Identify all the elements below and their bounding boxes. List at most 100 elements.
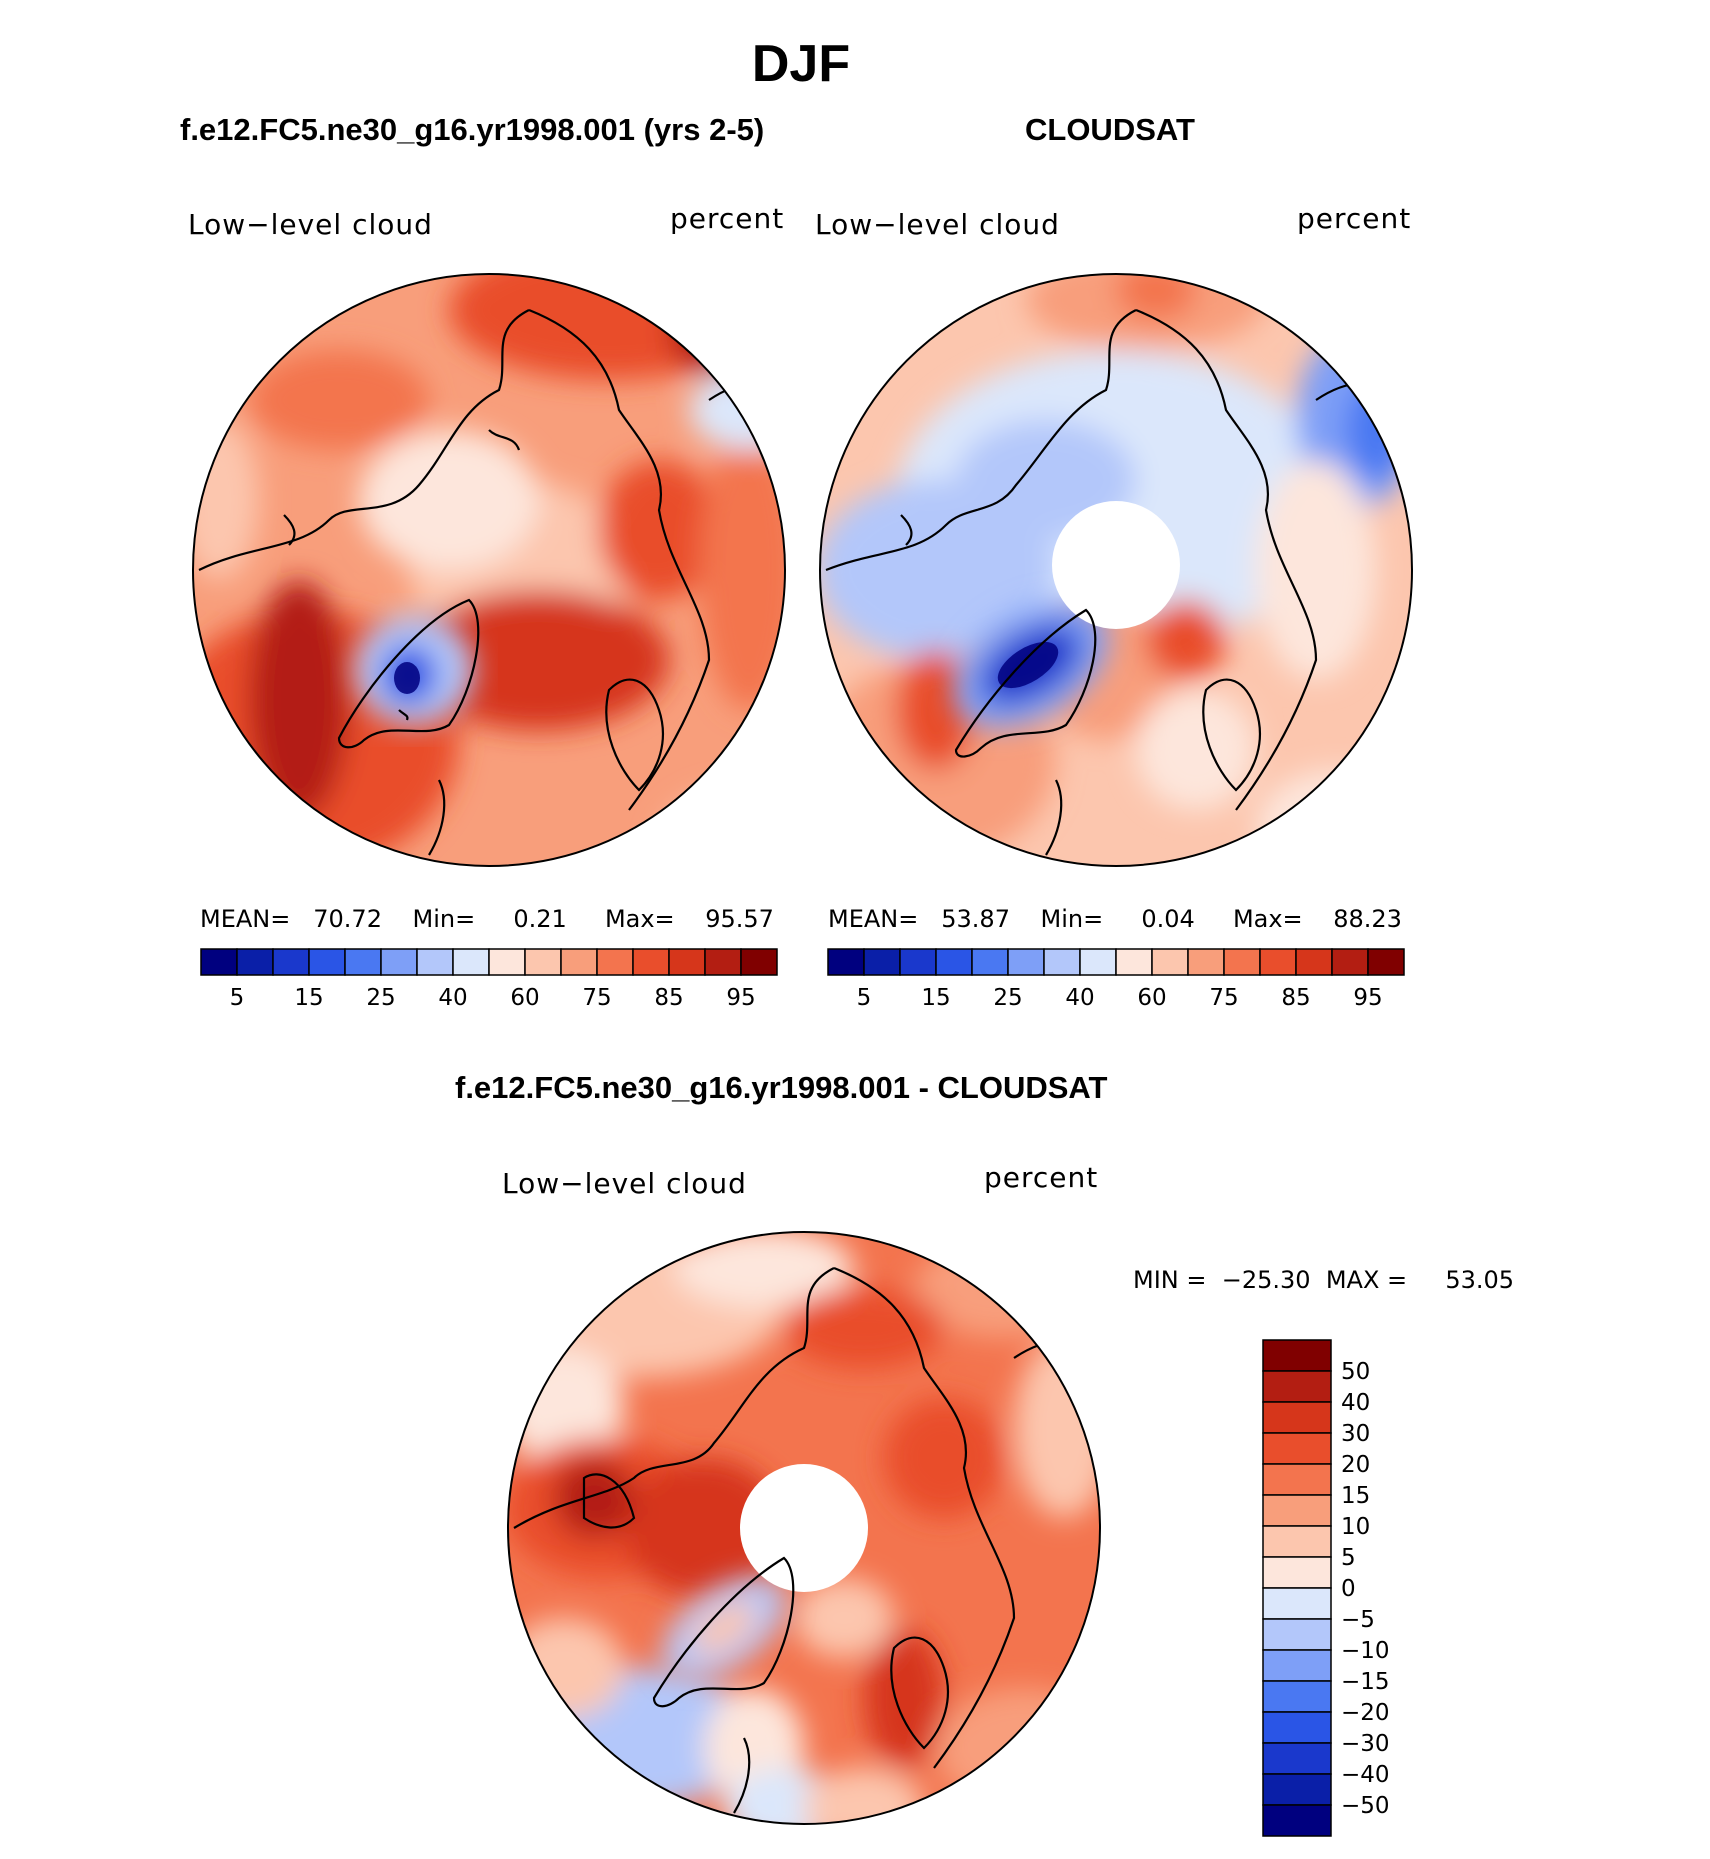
colorbar-bin — [1223, 948, 1261, 976]
colorbar-bin — [452, 948, 490, 976]
obs-mean-value: 53.87 — [941, 905, 1010, 933]
colorbar-tick-label: −30 — [1341, 1731, 1390, 1757]
diff-max-label: MAX = — [1325, 1266, 1408, 1294]
colorbar-tick-label: 50 — [1341, 1359, 1370, 1385]
colorbar-tick-label: 85 — [654, 985, 683, 1011]
colorbar-bin — [1079, 948, 1117, 976]
diff-min-label: MIN = — [1133, 1266, 1207, 1294]
model-colorbar: 5 15 25 40 60 75 85 95 — [200, 948, 778, 1011]
colorbar-tick-label: 75 — [1209, 985, 1238, 1011]
colorbar-bin — [1262, 1804, 1332, 1837]
model-min-value: 0.21 — [513, 905, 567, 933]
colorbar-bin — [1262, 1587, 1332, 1620]
diff-max-value: 53.05 — [1445, 1266, 1515, 1294]
colorbar-bin — [632, 948, 670, 976]
colorbar-tick-label: 95 — [726, 985, 755, 1011]
colorbar-tick-label: −5 — [1341, 1607, 1375, 1633]
colorbar-bin — [416, 948, 454, 976]
obs-min-value: 0.04 — [1141, 905, 1195, 933]
model-mean-value: 70.72 — [313, 905, 382, 933]
model-var-label: Low−level cloud — [188, 208, 433, 241]
obs-polar-map — [819, 273, 1413, 867]
colorbar-tick-label: 95 — [1353, 985, 1382, 1011]
colorbar-bin — [488, 948, 526, 976]
colorbar-bin — [971, 948, 1009, 976]
diff-var-label: Low−level cloud — [502, 1167, 747, 1200]
colorbar-bin — [1262, 1618, 1332, 1651]
colorbar-bin — [1262, 1494, 1332, 1527]
obs-min-label: Min= — [1040, 905, 1104, 933]
colorbar-bin — [1043, 948, 1081, 976]
colorbar-tick-label: 15 — [294, 985, 323, 1011]
colorbar-tick-label: 60 — [1137, 985, 1166, 1011]
colorbar-bin — [863, 948, 901, 976]
model-panel-title: f.e12.FC5.ne30_g16.yr1998.001 (yrs 2-5) — [180, 112, 765, 147]
colorbar-bin — [1262, 1339, 1332, 1372]
colorbar-tick-label: 5 — [857, 985, 872, 1011]
colorbar-tick-label: −20 — [1341, 1700, 1390, 1726]
model-max-value: 95.57 — [705, 905, 774, 933]
colorbar-bin — [1262, 1370, 1332, 1403]
colorbar-bin — [1262, 1463, 1332, 1496]
diff-unit-label: percent — [984, 1161, 1099, 1194]
colorbar-bin — [1187, 948, 1225, 976]
colorbar-bin — [1007, 948, 1045, 976]
colorbar-tick-label: 5 — [1341, 1545, 1356, 1571]
colorbar-bin — [1262, 1525, 1332, 1558]
colorbar-tick-label: 60 — [510, 985, 539, 1011]
colorbar-bin — [1262, 1649, 1332, 1682]
colorbar-tick-label: 40 — [1341, 1390, 1370, 1416]
colorbar-tick-label: 10 — [1341, 1514, 1370, 1540]
diff-panel-title: f.e12.FC5.ne30_g16.yr1998.001 - CLOUDSAT — [455, 1070, 1108, 1105]
colorbar-bin — [1259, 948, 1297, 976]
model-polar-map — [192, 273, 786, 867]
colorbar-bin — [1262, 1432, 1332, 1465]
colorbar-tick-label: −15 — [1341, 1669, 1390, 1695]
colorbar-tick-label: 0 — [1341, 1576, 1356, 1602]
colorbar-bin — [596, 948, 634, 976]
colorbar-bin — [1262, 1742, 1332, 1775]
obs-max-value: 88.23 — [1333, 905, 1402, 933]
model-mean-label: MEAN= — [200, 905, 291, 933]
model-min-label: Min= — [412, 905, 476, 933]
diff-polar-map — [507, 1231, 1101, 1825]
diff-map-border — [507, 1231, 1101, 1825]
obs-var-label: Low−level cloud — [815, 208, 1060, 241]
colorbar-bin — [1115, 948, 1153, 976]
colorbar-tick-label: −10 — [1341, 1638, 1390, 1664]
colorbar-bin — [740, 948, 778, 976]
colorbar-tick-label: 40 — [1065, 985, 1094, 1011]
diff-polar-hole — [740, 1464, 868, 1592]
obs-max-label: Max= — [1232, 905, 1303, 933]
colorbar-tick-label: −50 — [1341, 1793, 1390, 1819]
colorbar-bin — [272, 948, 310, 976]
figure-title: DJF — [751, 35, 851, 93]
model-stats: MEAN= 70.72 Min= 0.21 Max= 95.57 — [200, 905, 774, 933]
colorbar-bin — [1262, 1556, 1332, 1589]
colorbar-tick-label: 30 — [1341, 1421, 1370, 1447]
colorbar-bin — [524, 948, 562, 976]
colorbar-bin — [1295, 948, 1333, 976]
colorbar-tick-label: 25 — [993, 985, 1022, 1011]
obs-polar-hole — [1052, 501, 1180, 629]
colorbar-bin — [236, 948, 274, 976]
colorbar-tick-label: −40 — [1341, 1762, 1390, 1788]
colorbar-tick-label: 85 — [1281, 985, 1310, 1011]
model-map-border — [192, 273, 786, 867]
colorbar-bin — [704, 948, 742, 976]
colorbar-bin — [1331, 948, 1369, 976]
colorbar-bin — [344, 948, 382, 976]
obs-unit-label: percent — [1297, 202, 1412, 235]
colorbar-bin — [1367, 948, 1405, 976]
colorbar-bin — [1262, 1401, 1332, 1434]
obs-colorbar: 5 15 25 40 60 75 85 95 — [827, 948, 1405, 1011]
colorbar-tick-label: 5 — [230, 985, 245, 1011]
colorbar-tick-label: 40 — [438, 985, 467, 1011]
colorbar-bin — [899, 948, 937, 976]
colorbar-tick-label: 15 — [1341, 1483, 1370, 1509]
colorbar-bin — [560, 948, 598, 976]
colorbar-bin — [668, 948, 706, 976]
colorbar-bin — [1262, 1680, 1332, 1713]
colorbar-bin — [827, 948, 865, 976]
